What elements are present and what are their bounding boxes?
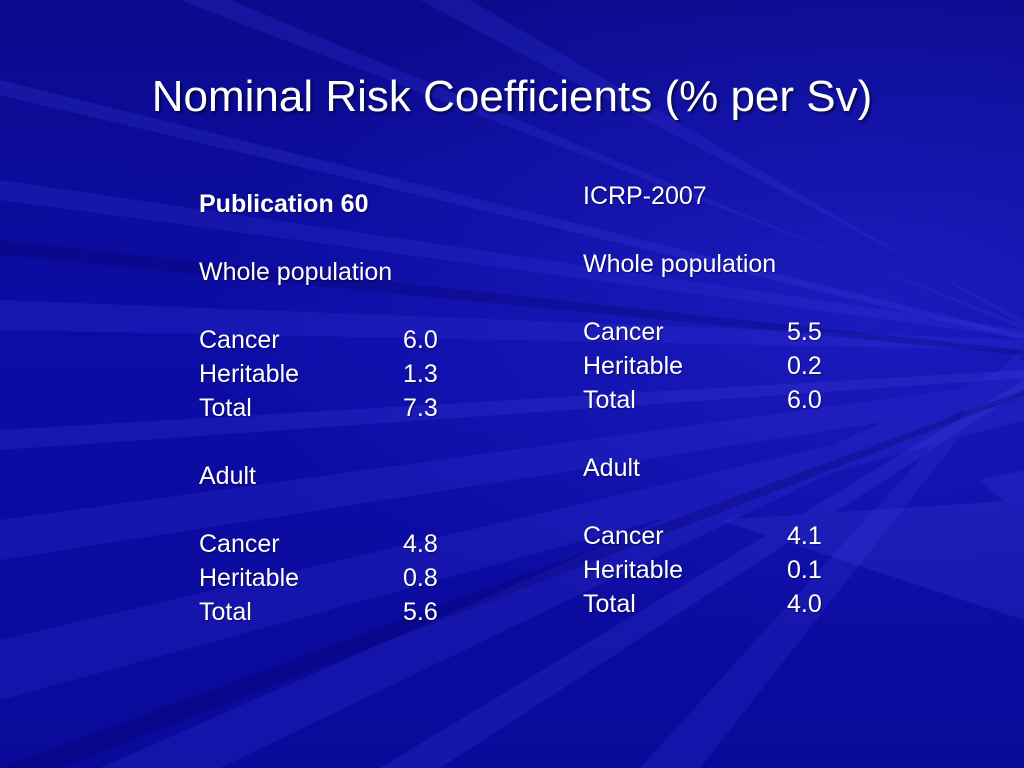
table-row: Heritable 0.1 <box>583 553 843 587</box>
table-row: Cancer 5.5 <box>583 315 843 349</box>
table-row: Total 7.3 <box>199 391 459 425</box>
table-row: Total 4.0 <box>583 587 843 621</box>
row-label: Heritable <box>199 564 300 592</box>
row-label: Heritable <box>583 556 684 584</box>
row-label: Total <box>583 590 636 618</box>
row-label: Cancer <box>199 326 280 354</box>
table-row: Cancer 6.0 <box>199 323 459 357</box>
row-label: Total <box>199 598 252 626</box>
row-label: Total <box>583 386 636 414</box>
column-heading: ICRP-2007 <box>583 182 707 210</box>
row-value: 4.8 <box>403 530 438 558</box>
table-row: Heritable 1.3 <box>199 357 459 391</box>
row-value: 0.8 <box>403 564 438 592</box>
group-label-whole-population: Whole population <box>583 250 777 278</box>
group-label-adult: Adult <box>199 462 256 490</box>
table-row: Cancer 4.8 <box>199 527 459 561</box>
publication-60-column: Publication 60 Whole population Cancer 6… <box>199 187 459 629</box>
row-value: 6.0 <box>787 386 822 414</box>
row-value: 7.3 <box>403 394 438 422</box>
row-value: 0.2 <box>787 352 822 380</box>
row-value: 5.5 <box>787 318 822 346</box>
table-row: Cancer 4.1 <box>583 519 843 553</box>
row-label: Heritable <box>199 360 300 388</box>
row-label: Cancer <box>583 522 664 550</box>
row-value: 5.6 <box>403 598 438 626</box>
icrp-2007-column: ICRP-2007 Whole population Cancer 5.5 He… <box>583 179 843 621</box>
row-label: Cancer <box>583 318 664 346</box>
table-row: Total 5.6 <box>199 595 459 629</box>
row-label: Total <box>199 394 252 422</box>
row-value: 0.1 <box>787 556 822 584</box>
column-heading: Publication 60 <box>199 190 369 218</box>
row-value: 4.0 <box>787 590 822 618</box>
table-row: Heritable 0.2 <box>583 349 843 383</box>
slide-title: Nominal Risk Coefficients (% per Sv) <box>151 72 873 121</box>
row-label: Cancer <box>199 530 280 558</box>
table-row: Heritable 0.8 <box>199 561 459 595</box>
row-value: 4.1 <box>787 522 822 550</box>
group-label-adult: Adult <box>583 454 640 482</box>
row-value: 6.0 <box>403 326 438 354</box>
row-label: Heritable <box>583 352 684 380</box>
table-row: Total 6.0 <box>583 383 843 417</box>
row-value: 1.3 <box>403 360 438 388</box>
group-label-whole-population: Whole population <box>199 258 393 286</box>
